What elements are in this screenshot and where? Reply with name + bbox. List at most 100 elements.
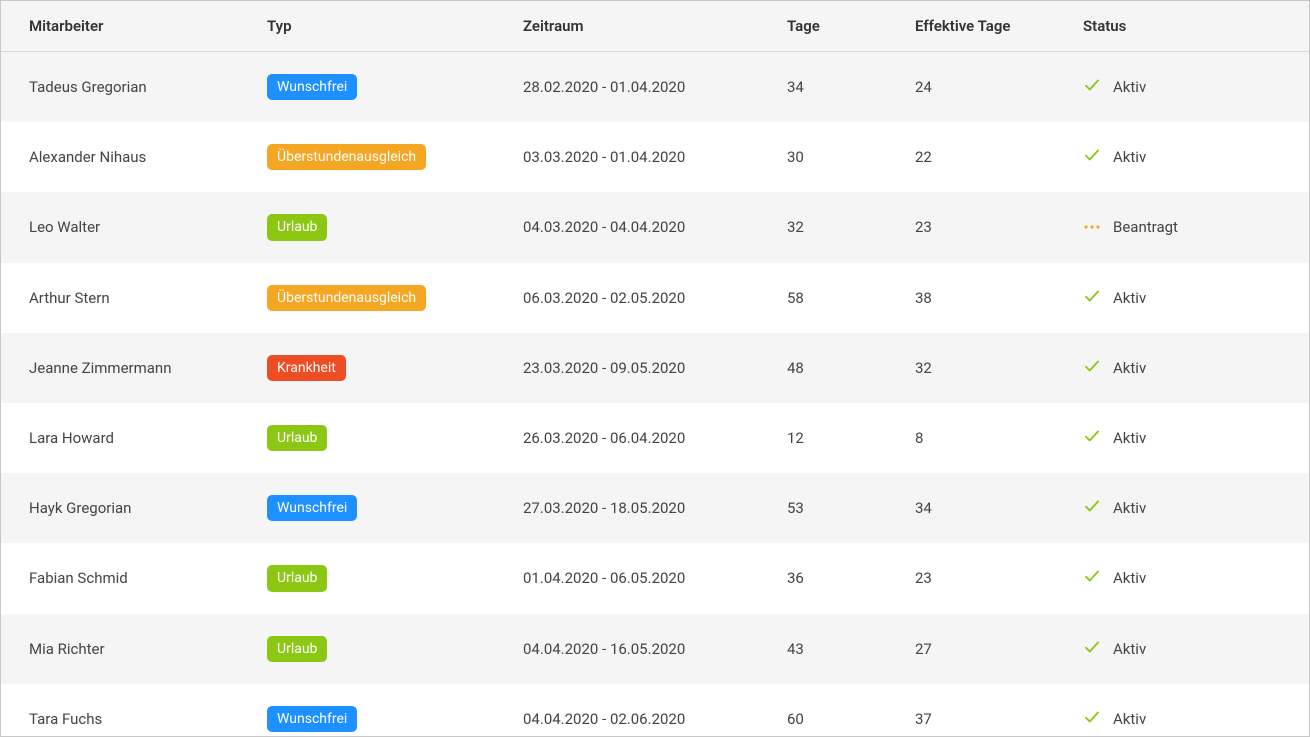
cell-mitarbeiter: Tara Fuchs bbox=[1, 684, 257, 737]
check-icon bbox=[1083, 708, 1101, 730]
absence-table-container: Mitarbeiter Typ Zeitraum Tage Effektive … bbox=[0, 0, 1310, 737]
cell-tage: 30 bbox=[777, 122, 905, 192]
table-row[interactable]: Leo Walter Urlaub 04.03.2020 - 04.04.20203… bbox=[1, 192, 1309, 262]
cell-status: Aktiv bbox=[1073, 263, 1309, 333]
check-icon bbox=[1083, 357, 1101, 379]
cell-mitarbeiter: Mia Richter bbox=[1, 614, 257, 684]
type-badge: Urlaub bbox=[267, 425, 327, 451]
cell-typ: Krankheit bbox=[257, 333, 513, 403]
cell-effektive-tage: 38 bbox=[905, 263, 1073, 333]
cell-typ: Urlaub bbox=[257, 403, 513, 473]
type-badge: Urlaub bbox=[267, 214, 327, 240]
check-icon bbox=[1083, 638, 1101, 660]
table-row[interactable]: Lara Howard Urlaub 26.03.2020 - 06.04.2020… bbox=[1, 403, 1309, 473]
cell-zeitraum: 23.03.2020 - 09.05.2020 bbox=[513, 333, 777, 403]
col-header-tage[interactable]: Tage bbox=[777, 1, 905, 52]
status-label: Aktiv bbox=[1113, 499, 1146, 517]
cell-mitarbeiter: Hayk Gregorian bbox=[1, 473, 257, 543]
status-label: Aktiv bbox=[1113, 78, 1146, 96]
cell-status: Aktiv bbox=[1073, 614, 1309, 684]
cell-effektive-tage: 37 bbox=[905, 684, 1073, 737]
cell-effektive-tage: 8 bbox=[905, 403, 1073, 473]
cell-zeitraum: 01.04.2020 - 06.05.2020 bbox=[513, 543, 777, 613]
cell-mitarbeiter: Alexander Nihaus bbox=[1, 122, 257, 192]
cell-typ: Überstundenausgleich bbox=[257, 122, 513, 192]
table-header-row: Mitarbeiter Typ Zeitraum Tage Effektive … bbox=[1, 1, 1309, 52]
cell-effektive-tage: 23 bbox=[905, 543, 1073, 613]
cell-tage: 12 bbox=[777, 403, 905, 473]
type-badge: Krankheit bbox=[267, 355, 346, 381]
cell-mitarbeiter: Leo Walter bbox=[1, 192, 257, 262]
type-badge: Überstundenausgleich bbox=[267, 144, 426, 170]
table-row[interactable]: Mia Richter Urlaub 04.04.2020 - 16.05.2020… bbox=[1, 614, 1309, 684]
cell-zeitraum: 26.03.2020 - 06.04.2020 bbox=[513, 403, 777, 473]
table-row[interactable]: Tara FuchsWunschfrei04.04.2020 - 02.06.2… bbox=[1, 684, 1309, 737]
cell-zeitraum: 27.03.2020 - 18.05.2020 bbox=[513, 473, 777, 543]
check-icon bbox=[1083, 146, 1101, 168]
col-header-status[interactable]: Status bbox=[1073, 1, 1309, 52]
cell-status: Aktiv bbox=[1073, 52, 1309, 122]
type-badge: Wunschfrei bbox=[267, 74, 357, 100]
check-icon bbox=[1083, 497, 1101, 519]
cell-typ: Urlaub bbox=[257, 614, 513, 684]
cell-status: Aktiv bbox=[1073, 684, 1309, 737]
status-label: Aktiv bbox=[1113, 148, 1146, 166]
status-label: Aktiv bbox=[1113, 359, 1146, 377]
type-badge: Überstundenausgleich bbox=[267, 285, 426, 311]
check-icon bbox=[1083, 567, 1101, 589]
cell-mitarbeiter: Jeanne Zimmermann bbox=[1, 333, 257, 403]
col-header-mitarbeiter[interactable]: Mitarbeiter bbox=[1, 1, 257, 52]
table-row[interactable]: Arthur Stern Überstundenausgleich 06.03.20… bbox=[1, 263, 1309, 333]
type-badge: Urlaub bbox=[267, 636, 327, 662]
check-icon bbox=[1083, 287, 1101, 309]
table-row[interactable]: Tadeus Gregorian Wunschfrei 28.02.2020 - 0… bbox=[1, 52, 1309, 122]
cell-tage: 36 bbox=[777, 543, 905, 613]
cell-zeitraum: 04.03.2020 - 04.04.2020 bbox=[513, 192, 777, 262]
type-badge: Wunschfrei bbox=[267, 495, 357, 521]
cell-mitarbeiter: Fabian Schmid bbox=[1, 543, 257, 613]
table-row[interactable]: Jeanne Zimmermann Krankheit 23.03.2020 - 0… bbox=[1, 333, 1309, 403]
cell-effektive-tage: 24 bbox=[905, 52, 1073, 122]
cell-tage: 32 bbox=[777, 192, 905, 262]
status-label: Aktiv bbox=[1113, 429, 1146, 447]
cell-mitarbeiter: Tadeus Gregorian bbox=[1, 52, 257, 122]
cell-typ: Urlaub bbox=[257, 192, 513, 262]
cell-zeitraum: 03.03.2020 - 01.04.2020 bbox=[513, 122, 777, 192]
cell-mitarbeiter: Lara Howard bbox=[1, 403, 257, 473]
col-header-zeitraum[interactable]: Zeitraum bbox=[513, 1, 777, 52]
status-label: Aktiv bbox=[1113, 569, 1146, 587]
cell-tage: 58 bbox=[777, 263, 905, 333]
check-icon bbox=[1083, 76, 1101, 98]
cell-tage: 53 bbox=[777, 473, 905, 543]
col-header-typ[interactable]: Typ bbox=[257, 1, 513, 52]
status-label: Aktiv bbox=[1113, 289, 1146, 307]
cell-effektive-tage: 27 bbox=[905, 614, 1073, 684]
cell-effektive-tage: 23 bbox=[905, 192, 1073, 262]
table-row[interactable]: Alexander Nihaus Überstundenausgleich 03.0… bbox=[1, 122, 1309, 192]
cell-status: Aktiv bbox=[1073, 333, 1309, 403]
cell-status: Aktiv bbox=[1073, 473, 1309, 543]
cell-typ: Wunschfrei bbox=[257, 684, 513, 737]
col-header-effektive-tage[interactable]: Effektive Tage bbox=[905, 1, 1073, 52]
cell-effektive-tage: 22 bbox=[905, 122, 1073, 192]
status-label: Aktiv bbox=[1113, 710, 1146, 728]
cell-typ: Wunschfrei bbox=[257, 473, 513, 543]
cell-tage: 34 bbox=[777, 52, 905, 122]
cell-status: Beantragt bbox=[1073, 192, 1309, 262]
cell-zeitraum: 28.02.2020 - 01.04.2020 bbox=[513, 52, 777, 122]
cell-tage: 48 bbox=[777, 333, 905, 403]
status-label: Aktiv bbox=[1113, 640, 1146, 658]
cell-zeitraum: 06.03.2020 - 02.05.2020 bbox=[513, 263, 777, 333]
cell-zeitraum: 04.04.2020 - 16.05.2020 bbox=[513, 614, 777, 684]
cell-tage: 43 bbox=[777, 614, 905, 684]
table-row[interactable]: Hayk Gregorian Wunschfrei 27.03.2020 - 18.… bbox=[1, 473, 1309, 543]
cell-typ: Überstundenausgleich bbox=[257, 263, 513, 333]
cell-effektive-tage: 32 bbox=[905, 333, 1073, 403]
table-row[interactable]: Fabian Schmid Urlaub 01.04.2020 - 06.05.20… bbox=[1, 543, 1309, 613]
cell-tage: 60 bbox=[777, 684, 905, 737]
cell-status: Aktiv bbox=[1073, 543, 1309, 613]
absence-table: Mitarbeiter Typ Zeitraum Tage Effektive … bbox=[1, 1, 1309, 737]
type-badge: Urlaub bbox=[267, 565, 327, 591]
cell-mitarbeiter: Arthur Stern bbox=[1, 263, 257, 333]
cell-status: Aktiv bbox=[1073, 122, 1309, 192]
